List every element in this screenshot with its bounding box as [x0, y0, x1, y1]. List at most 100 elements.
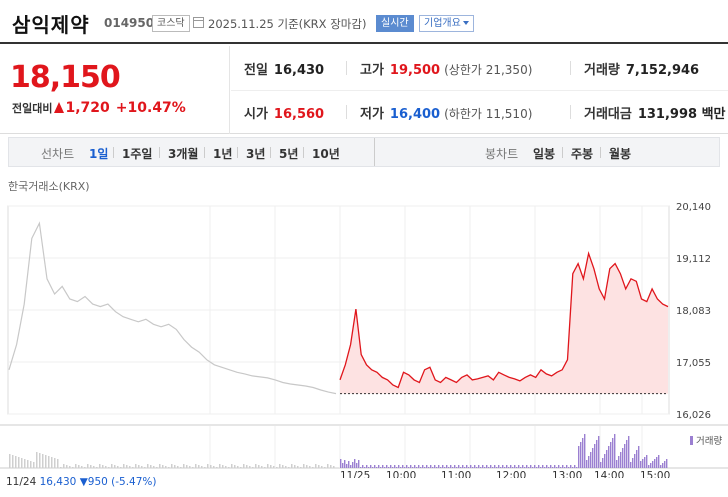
volume-bar: [552, 467, 554, 468]
volume-bar: [438, 465, 440, 468]
open-price: 시가 16,560: [244, 103, 324, 122]
volume-bar: [189, 466, 191, 468]
volume-bar: [642, 459, 644, 468]
chevron-down-icon: [462, 21, 469, 25]
candle-weekly[interactable]: 주봉: [571, 147, 594, 161]
volume-bar: [306, 465, 308, 468]
volume-bar: [420, 467, 422, 468]
x-tick-label: 15:00: [640, 470, 670, 478]
volume-bar: [48, 456, 50, 468]
volume-bar: [446, 465, 448, 468]
volume-bar: [374, 465, 376, 468]
volume-bar: [12, 455, 14, 468]
volume-bar: [490, 465, 492, 468]
volume-bar: [622, 448, 624, 468]
volume-bar: [540, 467, 542, 468]
line-chart-label[interactable]: 선차트: [41, 147, 75, 161]
volume-bar: [378, 465, 380, 468]
high-value: 19,500: [389, 63, 441, 78]
candle-chart-label[interactable]: 봉차트: [485, 147, 519, 161]
period-3y[interactable]: 3년: [246, 147, 266, 161]
volume-bar: [234, 465, 236, 468]
volume-bar: [406, 465, 408, 468]
low-price: 저가 16,400 (하한가 11,510): [360, 103, 532, 122]
candle-daily[interactable]: 일봉: [533, 147, 556, 161]
volume-bar: [213, 466, 215, 468]
volume-bar: [368, 467, 370, 468]
volume-bar: [662, 463, 664, 468]
volume-bar: [392, 467, 394, 468]
volume-bar: [532, 467, 534, 468]
trade-value-value: 131,998 백만: [637, 107, 726, 122]
stock-header: 삼익제약 014950 코스닥 2025.11.25 기준(KRX 장마감) 실…: [0, 0, 728, 44]
volume-legend: 거래량: [690, 433, 722, 447]
period-1d[interactable]: 1일: [89, 147, 109, 161]
period-10y[interactable]: 10년: [312, 147, 340, 161]
high-label: 고가: [360, 63, 384, 78]
company-info-dropdown[interactable]: 기업개요: [419, 15, 474, 32]
volume-bar: [30, 461, 32, 468]
volume-bar: [180, 467, 182, 468]
company-info-label: 기업개요: [424, 18, 461, 29]
volume-bar: [528, 467, 530, 468]
volume-bar: [602, 458, 604, 468]
volume-bar: [478, 465, 480, 468]
volume-bar: [436, 467, 438, 468]
volume-bar: [592, 448, 594, 468]
stock-code: 014950: [104, 16, 155, 30]
volume-bar: [580, 442, 582, 468]
volume-bar: [105, 466, 107, 468]
volume-bar: [456, 467, 458, 468]
footer-change: ▼950 (-5.47%): [79, 476, 157, 488]
volume-bar: [321, 466, 323, 468]
volume-bar: [362, 465, 364, 468]
volume-bar: [530, 465, 532, 468]
prev-day-line: [8, 221, 337, 395]
period-5y[interactable]: 5년: [279, 147, 299, 161]
volume-bar: [267, 464, 269, 468]
prev-close: 전일 16,430: [244, 59, 324, 78]
volume-bar: [276, 467, 278, 468]
volume-bar: [546, 465, 548, 468]
volume-bar: [120, 467, 122, 468]
period-3m[interactable]: 3개월: [168, 147, 199, 161]
volume-bar: [510, 465, 512, 468]
volume-bar: [324, 467, 326, 468]
volume-bar: [522, 465, 524, 468]
volume-bar: [222, 465, 224, 468]
period-1w[interactable]: 1주일: [122, 147, 153, 161]
prev-close-label: 전일: [244, 63, 268, 78]
volume-bar: [504, 467, 506, 468]
volume-bar: [147, 464, 149, 468]
volume-bar: [486, 465, 488, 468]
volume-bar: [279, 464, 281, 468]
candle-monthly[interactable]: 월봉: [609, 147, 632, 161]
volume-bar: [294, 465, 296, 468]
volume-bar: [494, 465, 496, 468]
volume-bar: [63, 464, 65, 468]
volume-bar: [454, 465, 456, 468]
volume-bar: [237, 466, 239, 468]
volume-bar: [45, 455, 47, 468]
volume-bar: [576, 467, 578, 468]
volume-bar: [141, 466, 143, 468]
volume-bar: [219, 464, 221, 468]
footer-value: 16,430: [39, 476, 77, 488]
today-line: [339, 251, 669, 389]
volume-bar: [66, 465, 68, 468]
volume-value: 7,152,946: [625, 63, 700, 78]
volume-bar: [618, 456, 620, 468]
x-tick-label: 10:00: [386, 470, 416, 478]
volume-bar: [297, 466, 299, 468]
footer-date: 11/24: [6, 476, 37, 488]
volume-bar: [462, 465, 464, 468]
realtime-button[interactable]: 실시간: [376, 15, 414, 32]
volume-bar: [108, 467, 110, 468]
high-price: 고가 19,500 (상한가 21,350): [360, 59, 532, 78]
period-1y[interactable]: 1년: [213, 147, 233, 161]
volume-bar: [434, 465, 436, 468]
exchange-label: 한국거래소(KRX): [8, 180, 90, 193]
divider: [204, 147, 205, 158]
volume-bar: [156, 467, 158, 468]
volume-bar: [518, 465, 520, 468]
